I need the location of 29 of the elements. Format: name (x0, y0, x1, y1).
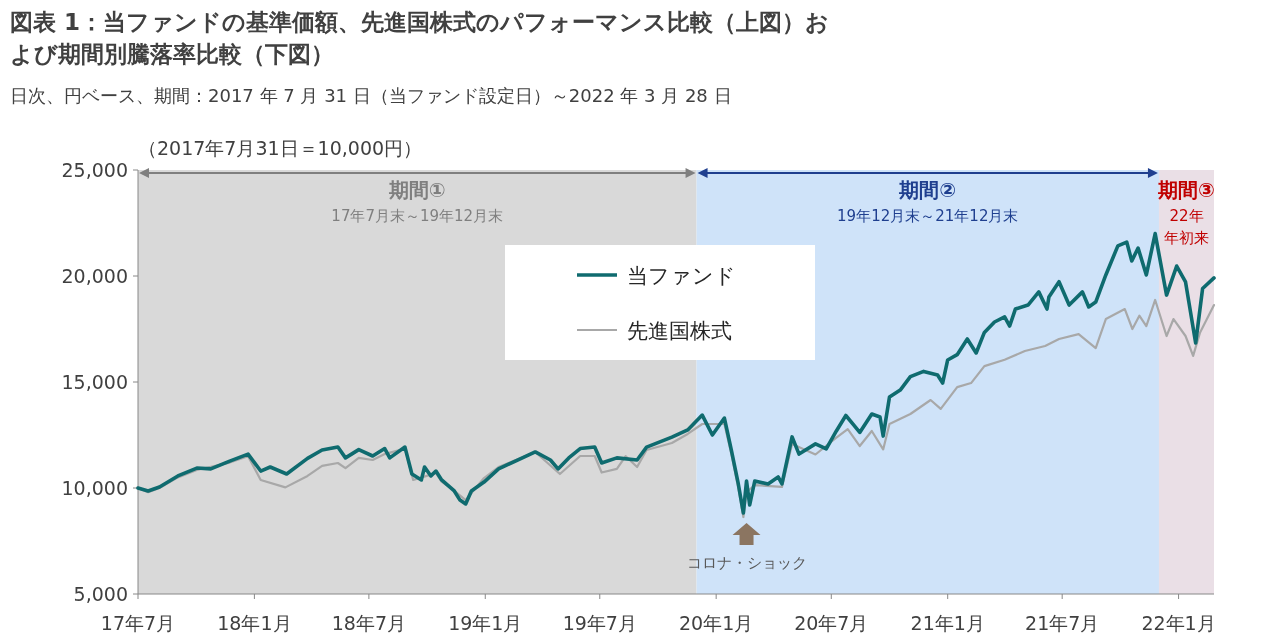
x-tick-label: 17年7月 (100, 612, 176, 634)
x-tick-label: 20年7月 (794, 612, 869, 634)
band-label: 期間③ (1157, 178, 1215, 202)
band-label: 期間② (898, 178, 957, 202)
x-tick-label: 21年7月 (1025, 612, 1100, 634)
chart-title: 図表 1：当ファンドの基準価額、先進国株式のパフォーマンス比較（上図）および期間別騰落率比較（下図） (10, 8, 830, 69)
x-tick-label: 18年1月 (217, 612, 292, 634)
legend-label: 当ファンド (627, 264, 736, 288)
y-tick-label: 20,000 (61, 265, 128, 287)
legend-label: 先進国株式 (627, 319, 732, 343)
x-tick-label: 19年1月 (448, 612, 523, 634)
x-tick-label: 20年1月 (679, 612, 754, 634)
annotation: 19年12月末～21年12月末 (837, 207, 1019, 225)
annotation: 22年 (1169, 207, 1204, 225)
y-tick-label: 10,000 (61, 477, 128, 499)
chart-subtitle: 日次、円ベース、期間：2017 年 7 月 31 日（当ファンド設定日）～2022 年 3 月 28 日 (10, 84, 732, 108)
y-tick-label: 5,000 (73, 583, 128, 605)
y-tick-label: 25,000 (61, 159, 128, 181)
band-label: 期間① (387, 178, 446, 202)
annotation: 年初来 (1163, 229, 1209, 247)
text: （2017年7月31日＝10,000円） (138, 137, 423, 159)
y-tick-label: 15,000 (61, 371, 128, 393)
x-tick-label: 18年7月 (331, 612, 407, 634)
annotation: 17年7月末～19年12月末 (331, 207, 504, 225)
x-tick-label: 22年1月 (1141, 612, 1216, 634)
line-series (136, 231, 1216, 515)
x-tick-label: 19年7月 (562, 612, 637, 634)
x-tick-label: 21年1月 (910, 612, 985, 634)
annotation: コロナ・ショック (686, 554, 807, 573)
